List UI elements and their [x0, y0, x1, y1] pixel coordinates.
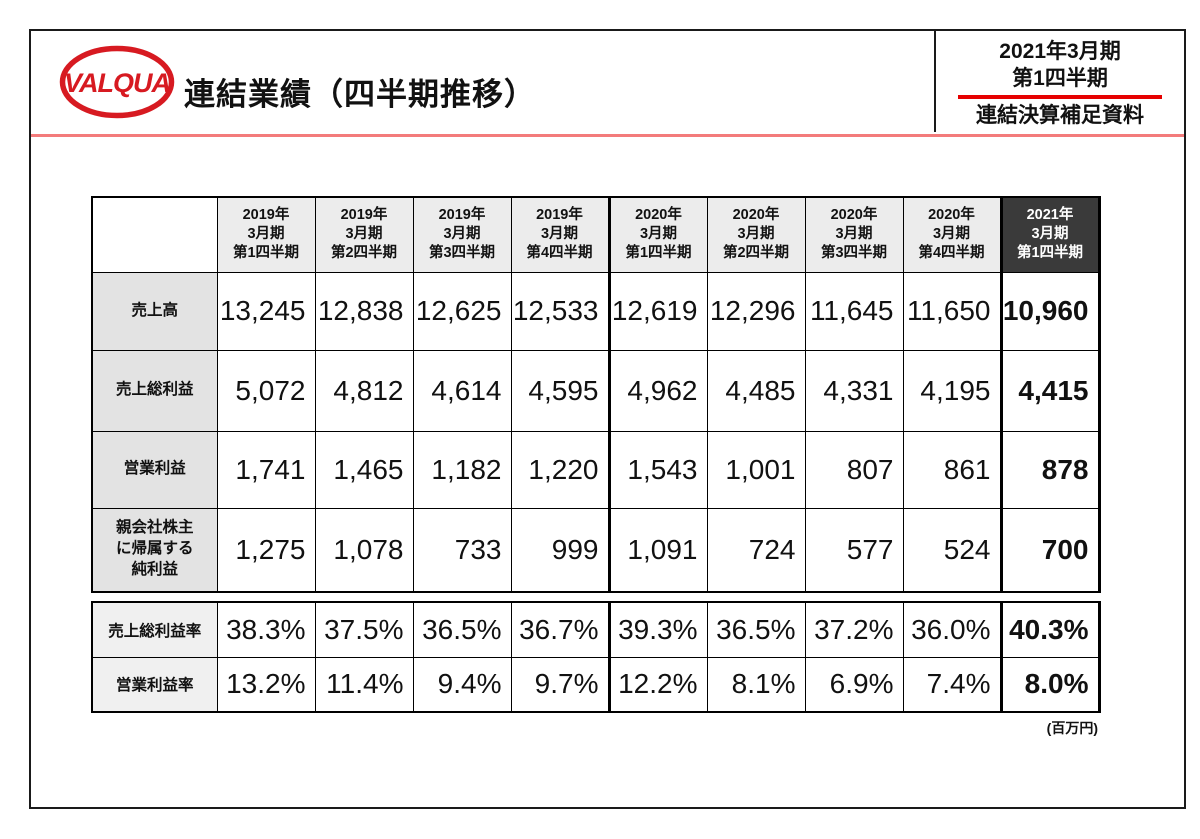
results-table-body: 売上高 13,245 12,838 12,625 12,533 12,619 12,296 1… [91, 271, 1101, 593]
value-cell: 12,619 [607, 271, 708, 351]
report-subtitle: 連結決算補足資料 [976, 104, 1144, 127]
value-cell: 12,625 [412, 271, 512, 351]
value-cell: 10,960 [999, 271, 1101, 351]
value-cell: 4,331 [804, 349, 904, 432]
value-cell: 37.2% [804, 601, 904, 658]
value-cell: 37.5% [314, 601, 414, 658]
page-title: 連結業績（四半期推移） [184, 77, 536, 112]
value-cell: 11,645 [804, 271, 904, 351]
column-header: 2019年 3月期 第1四半期 [216, 196, 316, 273]
value-cell: 11,650 [902, 271, 1002, 351]
slide: VALQUA 連結業績（四半期推移） 2021年3月期 第1四半期 連結決算補足… [29, 29, 1186, 809]
quarterly-results-table: 2019年 3月期 第1四半期 2019年 3月期 第2四半期 2019年 3月期 第3四半期 2… [91, 196, 1101, 593]
value-cell: 39.3% [607, 601, 708, 658]
period-underline [958, 95, 1162, 99]
value-cell: 12,296 [706, 271, 806, 351]
value-cell: 807 [804, 430, 904, 509]
value-cell: 36.7% [510, 601, 610, 658]
value-cell: 4,614 [412, 349, 512, 432]
value-cell: 577 [804, 507, 904, 593]
value-cell: 999 [510, 507, 610, 593]
period-quarter: 第1四半期 [1012, 67, 1108, 90]
value-cell: 40.3% [999, 601, 1101, 658]
report-period-box: 2021年3月期 第1四半期 連結決算補足資料 [934, 31, 1184, 132]
value-cell: 36.0% [902, 601, 1002, 658]
value-cell: 36.5% [706, 601, 806, 658]
header-divider-line [31, 134, 1184, 137]
value-cell: 4,415 [999, 349, 1101, 432]
table-row: 売上総利益率 38.3% 37.5% 36.5% 36.7% 39.3% 36.5% 37.2… [91, 601, 1101, 658]
column-header: 2020年 3月期 第1四半期 [607, 196, 708, 273]
row-label: 営業利益 [91, 430, 218, 509]
value-cell: 38.3% [216, 601, 316, 658]
row-label: 売上総利益 [91, 349, 218, 432]
value-cell: 5,072 [216, 349, 316, 432]
period-year: 2021年3月期 [999, 40, 1121, 63]
value-cell: 1,275 [216, 507, 316, 593]
header-row: 2019年 3月期 第1四半期 2019年 3月期 第2四半期 2019年 3月期 第3四半期 2… [91, 196, 1101, 273]
table-row: 営業利益 1,741 1,465 1,182 1,220 1,543 1,001 807 861… [91, 430, 1101, 509]
value-cell: 700 [999, 507, 1101, 593]
value-cell: 8.1% [706, 656, 806, 713]
value-cell: 11.4% [314, 656, 414, 713]
row-label: 営業利益率 [91, 656, 218, 713]
value-cell: 13,245 [216, 271, 316, 351]
valqua-logo: VALQUA [59, 45, 175, 119]
value-cell: 13.2% [216, 656, 316, 713]
value-cell: 9.4% [412, 656, 512, 713]
value-cell: 878 [999, 430, 1101, 509]
value-cell: 1,091 [607, 507, 708, 593]
value-cell: 4,812 [314, 349, 414, 432]
row-label: 売上総利益率 [91, 601, 218, 658]
value-cell: 1,543 [607, 430, 708, 509]
value-cell: 12.2% [607, 656, 708, 713]
table-row: 営業利益率 13.2% 11.4% 9.4% 9.7% 12.2% 8.1% 6.9% 7.4%… [91, 656, 1101, 713]
value-cell: 524 [902, 507, 1002, 593]
row-label: 売上高 [91, 271, 218, 351]
value-cell: 4,485 [706, 349, 806, 432]
value-cell: 1,220 [510, 430, 610, 509]
table-row: 親会社株主 に帰属する 純利益 1,275 1,078 733 999 1,091 724 577… [91, 507, 1101, 593]
ratio-table-body: 売上総利益率 38.3% 37.5% 36.5% 36.7% 39.3% 36.5% 37.2… [91, 601, 1101, 713]
column-header: 2020年 3月期 第3四半期 [804, 196, 904, 273]
value-cell: 1,078 [314, 507, 414, 593]
column-header: 2019年 3月期 第4四半期 [510, 196, 610, 273]
value-cell: 12,533 [510, 271, 610, 351]
value-cell: 4,962 [607, 349, 708, 432]
value-cell: 12,838 [314, 271, 414, 351]
logo-text: VALQUA [64, 68, 170, 98]
table-row: 売上総利益 5,072 4,812 4,614 4,595 4,962 4,485 4,331… [91, 349, 1101, 432]
logo-ellipse [59, 45, 175, 119]
results-table-head: 2019年 3月期 第1四半期 2019年 3月期 第2四半期 2019年 3月期 第3四半期 2… [91, 196, 1101, 273]
column-header: 2020年 3月期 第2四半期 [706, 196, 806, 273]
row-label: 親会社株主 に帰属する 純利益 [91, 507, 218, 593]
value-cell: 4,195 [902, 349, 1002, 432]
value-cell: 7.4% [902, 656, 1002, 713]
column-header: 2021年 3月期 第1四半期 [999, 196, 1101, 273]
table-row: 売上高 13,245 12,838 12,625 12,533 12,619 12,296 1… [91, 271, 1101, 351]
column-header: 2020年 3月期 第4四半期 [902, 196, 1002, 273]
value-cell: 1,741 [216, 430, 316, 509]
value-cell: 1,182 [412, 430, 512, 509]
value-cell: 1,001 [706, 430, 806, 509]
column-header: 2019年 3月期 第2四半期 [314, 196, 414, 273]
value-cell: 4,595 [510, 349, 610, 432]
value-cell: 8.0% [999, 656, 1101, 713]
column-header: 2019年 3月期 第3四半期 [412, 196, 512, 273]
profit-ratio-table: 売上総利益率 38.3% 37.5% 36.5% 36.7% 39.3% 36.5% 37.2… [91, 601, 1101, 713]
unit-note: (百万円) [1046, 720, 1098, 736]
value-cell: 9.7% [510, 656, 610, 713]
corner-cell [91, 196, 218, 273]
value-cell: 1,465 [314, 430, 414, 509]
value-cell: 36.5% [412, 601, 512, 658]
value-cell: 6.9% [804, 656, 904, 713]
value-cell: 861 [902, 430, 1002, 509]
value-cell: 733 [412, 507, 512, 593]
value-cell: 724 [706, 507, 806, 593]
